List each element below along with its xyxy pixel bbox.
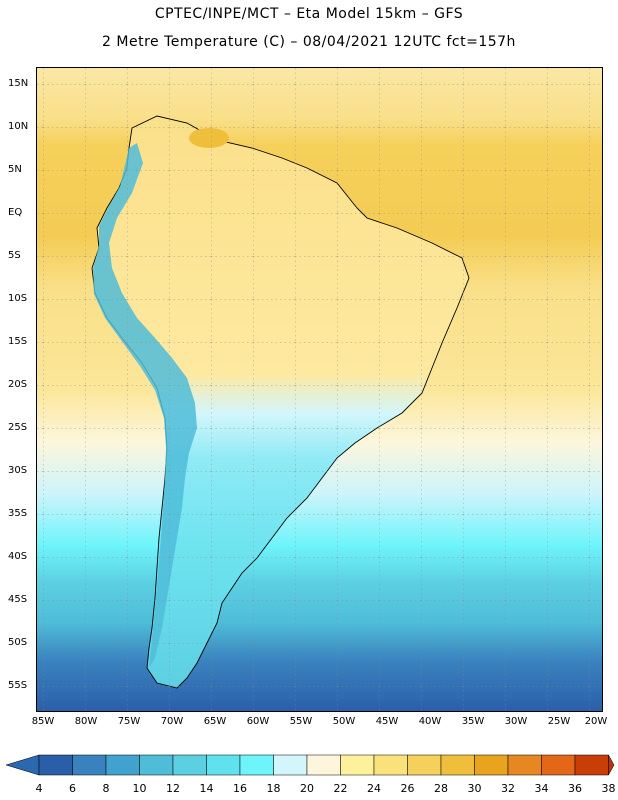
colorbar-tick-label: 30	[467, 782, 482, 795]
lon-label: 65W	[203, 716, 227, 727]
colorbar-swatch	[306, 754, 341, 776]
lat-label: 5S	[8, 250, 21, 261]
colorbar-tick-label: 34	[534, 782, 549, 795]
colorbar-swatch	[474, 754, 509, 776]
lon-label: 70W	[160, 716, 184, 727]
map-title: CPTEC/INPE/MCT – Eta Model 15km – GFS	[154, 6, 464, 22]
graticule	[37, 68, 602, 711]
lon-label: 55W	[289, 716, 313, 727]
colorbar-over-arrow	[608, 754, 615, 776]
lat-label: 10N	[8, 121, 29, 132]
lat-label: EQ	[8, 207, 23, 218]
lat-label: 10S	[8, 293, 28, 304]
colorbar-swatch	[72, 754, 107, 776]
colorbar	[5, 754, 615, 776]
lat-label: 20S	[8, 379, 28, 390]
colorbar-swatch	[507, 754, 542, 776]
lon-label: 20W	[584, 716, 608, 727]
colorbar-swatch	[38, 754, 73, 776]
colorbar-swatch	[373, 754, 408, 776]
lon-label: 50W	[332, 716, 356, 727]
colorbar-tick-label: 36	[568, 782, 582, 795]
colorbar-swatch	[574, 754, 609, 776]
colorbar-swatch	[105, 754, 140, 776]
lon-label: 35W	[461, 716, 485, 727]
colorbar-tick-label: 22	[333, 782, 348, 795]
colorbar-tick-label: 4	[35, 782, 43, 795]
lat-label: 45S	[8, 594, 28, 605]
lat-label: 35S	[8, 508, 28, 519]
lon-label: 45W	[375, 716, 399, 727]
lat-label: 25S	[8, 422, 28, 433]
lat-label: 15N	[8, 78, 29, 89]
lon-label: 25W	[547, 716, 571, 727]
lat-label: 40S	[8, 551, 28, 562]
lon-label: 80W	[74, 716, 98, 727]
map-subtitle: 2 Metre Temperature (C) – 08/04/2021 12U…	[102, 34, 516, 50]
colorbar-tick-label: 14	[199, 782, 214, 795]
lat-label: 5N	[8, 164, 22, 175]
lat-label: 55S	[8, 680, 28, 691]
lat-label: 30S	[8, 465, 28, 476]
colorbar-swatch	[139, 754, 174, 776]
colorbar-swatch	[239, 754, 274, 776]
lat-label: 50S	[8, 637, 28, 648]
temperature-map	[36, 67, 603, 712]
colorbar-tick-label: 20	[300, 782, 314, 795]
colorbar-tick-label: 10	[132, 782, 147, 795]
colorbar-tick-label: 16	[233, 782, 247, 795]
colorbar-swatch	[541, 754, 576, 776]
colorbar-swatch	[407, 754, 442, 776]
colorbar-swatch	[440, 754, 475, 776]
colorbar-swatch	[340, 754, 375, 776]
lon-label: 75W	[117, 716, 141, 727]
colorbar-swatch	[206, 754, 241, 776]
colorbar-swatch	[172, 754, 207, 776]
colorbar-tick-label: 24	[367, 782, 381, 795]
lon-label: 60W	[246, 716, 270, 727]
map-canvas	[37, 68, 602, 711]
colorbar-tick-label: 32	[501, 782, 515, 795]
lon-label: 40W	[418, 716, 442, 727]
colorbar-tick-label: 38	[601, 782, 616, 795]
colorbar-under-arrow	[5, 754, 40, 776]
colorbar-swatch	[273, 754, 308, 776]
colorbar-tick-label: 12	[166, 782, 180, 795]
lat-label: 15S	[8, 336, 28, 347]
colorbar-tick-label: 28	[434, 782, 448, 795]
lon-label: 85W	[31, 716, 55, 727]
lon-label: 30W	[504, 716, 528, 727]
colorbar-tick-label: 8	[102, 782, 110, 795]
colorbar-tick-label: 18	[266, 782, 281, 795]
colorbar-tick-label: 26	[400, 782, 415, 795]
colorbar-tick-label: 6	[69, 782, 76, 795]
